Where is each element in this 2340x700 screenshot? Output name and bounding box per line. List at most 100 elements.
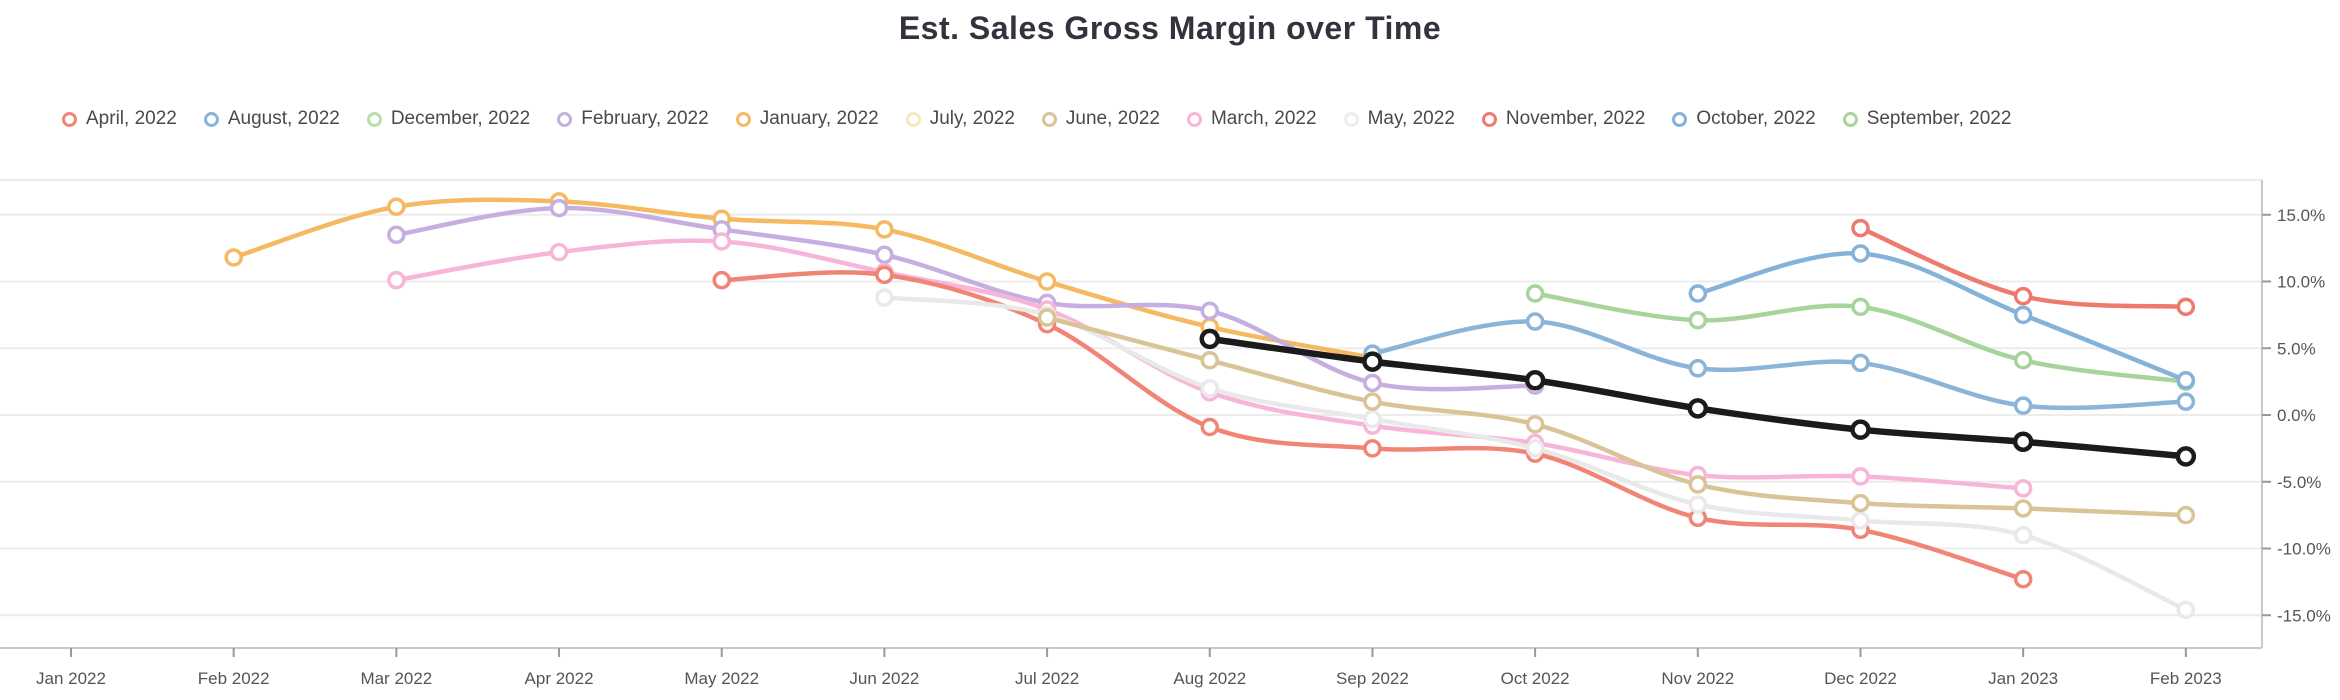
legend-swatch-icon [1186,111,1202,127]
data-point-april-2022[interactable] [712,270,731,290]
legend-item-may-2022[interactable]: May, 2022 [1343,108,1455,130]
x-tick-label: Jan 2023 [1988,669,2058,688]
data-point-june-2022[interactable] [1200,351,1220,370]
data-point-june-2022[interactable] [2013,499,2033,518]
data-point-june-2022[interactable] [1851,493,1870,513]
data-point-april-2022[interactable] [2013,569,2033,589]
data-point-february-2022[interactable] [1363,373,1382,393]
data-point-march-2022[interactable] [712,232,731,251]
data-point-may-2022[interactable] [1688,495,1708,514]
x-tick-label: Jul 2022 [1015,669,1079,688]
data-point-august-2022[interactable] [1688,359,1708,378]
data-point-july-2022[interactable] [1850,419,1871,440]
data-point-march-2022[interactable] [387,270,406,290]
data-point-february-2022[interactable] [549,198,569,218]
series-april-2022 [712,265,2033,589]
legend-item-label: June, 2022 [1065,108,1160,129]
legend-swatch-icon [366,111,382,127]
y-tick-label: 5.0% [2277,339,2316,358]
data-point-november-2022[interactable] [1851,218,1870,238]
data-point-september-2022[interactable] [1688,310,1708,330]
data-point-april-2022[interactable] [875,265,894,285]
data-point-january-2022[interactable] [1037,272,1057,291]
chart-title: Est. Sales Gross Margin over Time [898,10,1442,46]
legend-item-label: May, 2022 [1367,108,1455,129]
legend-item-label: December, 2022 [390,108,531,129]
legend-item-june-2022[interactable]: June, 2022 [1041,108,1160,130]
data-point-june-2022[interactable] [1525,415,1545,434]
legend-item-december-2022[interactable]: December, 2022 [366,108,531,130]
legend-swatch-icon [1672,111,1688,127]
legend-item-october-2022[interactable]: October, 2022 [1672,108,1816,130]
data-point-october-2022[interactable] [1688,284,1708,303]
x-tick-label: Dec 2022 [1824,669,1897,688]
legend-item-february-2022[interactable]: February, 2022 [557,108,709,130]
data-point-august-2022[interactable] [2176,392,2196,411]
data-point-may-2022[interactable] [875,288,894,307]
data-point-november-2022[interactable] [2013,286,2033,306]
legend-swatch-icon [1041,111,1057,127]
legend-item-label: August, 2022 [227,108,340,129]
legend-item-april-2022[interactable]: April, 2022 [62,108,177,130]
legend-item-label: February, 2022 [581,108,709,129]
legend-item-march-2022[interactable]: March, 2022 [1186,108,1317,130]
data-point-october-2022[interactable] [1851,244,1870,263]
data-point-april-2022[interactable] [1363,439,1382,458]
series-line-october-2022 [1695,251,2189,383]
data-point-may-2022[interactable] [2176,600,2196,620]
data-point-august-2022[interactable] [1525,312,1545,331]
legend-item-september-2022[interactable]: September, 2022 [1842,108,2012,130]
data-point-november-2022[interactable] [2176,297,2196,317]
legend-swatch-icon [62,111,77,127]
data-point-february-2022[interactable] [875,245,894,265]
data-point-october-2022[interactable] [2013,305,2033,325]
data-point-march-2022[interactable] [549,242,569,262]
data-point-july-2022[interactable] [1199,328,1221,350]
data-point-june-2022[interactable] [1363,392,1382,411]
legend-item-january-2022[interactable]: January, 2022 [735,108,879,130]
data-point-march-2022[interactable] [1851,467,1870,486]
data-point-january-2022[interactable] [875,220,894,239]
legend-swatch-icon [203,111,219,127]
data-point-march-2022[interactable] [2013,479,2033,498]
data-point-may-2022[interactable] [1200,379,1220,398]
data-point-april-2022[interactable] [1200,417,1220,437]
data-point-august-2022[interactable] [2013,396,2033,415]
series-june-2022 [1037,308,2196,525]
legend-item-august-2022[interactable]: August, 2022 [203,108,340,130]
legend-swatch-icon [735,111,751,127]
data-point-september-2022[interactable] [2013,351,2033,370]
data-point-august-2022[interactable] [1851,353,1870,373]
data-point-january-2022[interactable] [387,197,406,216]
legend-item-label: July, 2022 [929,108,1015,129]
data-point-june-2022[interactable] [1037,308,1057,327]
legend-swatch-icon [1343,111,1359,127]
data-point-february-2022[interactable] [387,225,406,245]
data-point-february-2022[interactable] [1200,301,1220,321]
data-point-june-2022[interactable] [2176,505,2196,525]
data-point-may-2022[interactable] [1363,409,1382,429]
chart-legend: April, 2022 August, 2022 December, 2022 Feb… [62,108,2320,130]
data-point-january-2022[interactable] [224,248,243,267]
legend-item-november-2022[interactable]: November, 2022 [1481,108,1645,130]
series-line-february-2022 [394,205,1538,392]
data-point-july-2022[interactable] [2175,446,2197,467]
data-point-july-2022[interactable] [1687,398,1709,419]
data-point-september-2022[interactable] [1525,284,1545,303]
data-point-september-2022[interactable] [1851,297,1870,317]
data-point-may-2022[interactable] [1525,439,1545,458]
data-point-july-2022[interactable] [1524,370,1546,391]
legend-item-label: January, 2022 [759,108,879,129]
legend-item-july-2022[interactable]: July, 2022 [905,108,1015,130]
data-point-july-2022[interactable] [1362,351,1383,372]
data-point-june-2022[interactable] [1688,475,1708,494]
y-tick-label: 0.0% [2277,406,2316,425]
x-tick-label: Feb 2023 [2150,669,2222,688]
data-point-may-2022[interactable] [1851,511,1870,530]
y-tick-label: -5.0% [2277,473,2321,492]
data-point-october-2022[interactable] [2176,371,2196,390]
legend-swatch-icon [1842,111,1858,127]
data-point-may-2022[interactable] [2013,525,2033,545]
legend-item-label: September, 2022 [1866,108,2012,129]
data-point-july-2022[interactable] [2012,431,2034,452]
